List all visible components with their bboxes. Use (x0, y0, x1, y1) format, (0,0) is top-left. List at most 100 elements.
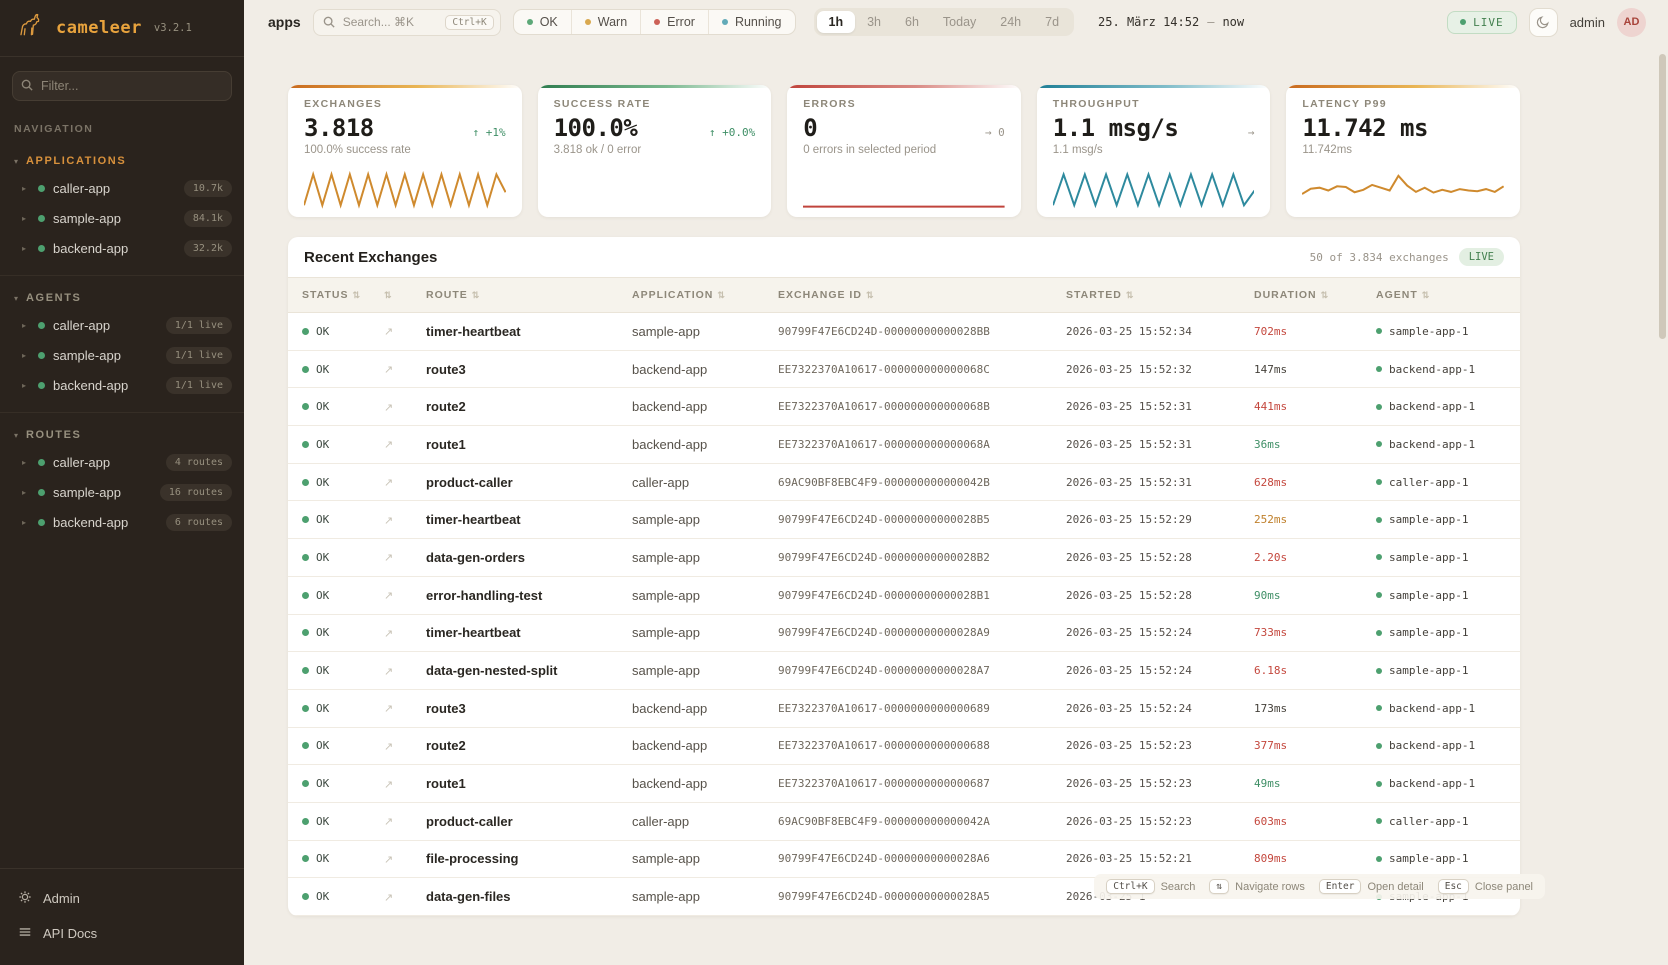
sidebar-item-sample-app[interactable]: ▸ sample-app 1/1 live (0, 340, 244, 370)
column-header-application[interactable]: APPLICATION ⇅ (632, 278, 778, 312)
column-header-route[interactable]: ROUTE ⇅ (426, 278, 632, 312)
status-text: OK (316, 437, 330, 451)
status-filter-running[interactable]: Running (709, 10, 795, 34)
table-row[interactable]: OK ↗ route3 backend-app EE7322370A10617-0000… (288, 690, 1520, 728)
open-cell[interactable]: ↗ (384, 775, 426, 793)
route-cell: data-gen-nested-split (426, 663, 558, 679)
time-range-7d[interactable]: 7d (1045, 15, 1060, 29)
application-cell: sample-app (632, 549, 700, 565)
status-cell: OK (288, 852, 384, 865)
metric-card-errors[interactable]: ERRORS 0 → 0 0 errors in selected period (787, 85, 1021, 217)
section-header[interactable]: ▾ AGENTS (0, 286, 244, 310)
time-range-1h[interactable]: 1h (816, 11, 856, 33)
metric-value-row: 0 → 0 (803, 114, 1005, 142)
metric-value: 11.742 ms (1302, 114, 1428, 142)
section-header[interactable]: ▾ APPLICATIONS (0, 149, 244, 173)
sidebar-item-admin[interactable]: Admin (0, 881, 244, 916)
table-row[interactable]: OK ↗ timer-heartbeat sample-app 90799F47E6CD… (288, 313, 1520, 351)
ok-dot (302, 704, 309, 712)
sidebar-item-backend-app[interactable]: ▸ backend-app 1/1 live (0, 370, 244, 400)
table-row[interactable]: OK ↗ route3 backend-app EE7322370A10617-0000… (288, 351, 1520, 389)
time-range-3h[interactable]: 3h (867, 15, 882, 29)
time-range-6h[interactable]: 6h (905, 15, 919, 29)
filter-input[interactable] (12, 71, 232, 101)
table-row[interactable]: OK ↗ route2 backend-app EE7322370A10617-0000… (288, 728, 1520, 766)
table-row[interactable]: OK ↗ route1 backend-app EE7322370A10617-0000… (288, 765, 1520, 803)
metric-card-exchanges[interactable]: EXCHANGES 3.818 ↑ +1% 100.0% success rate (288, 85, 522, 217)
open-cell[interactable]: ↗ (384, 888, 426, 906)
status-filter-label: OK (539, 15, 558, 29)
global-search[interactable]: Ctrl+K (312, 8, 501, 36)
metric-card-latency-p99[interactable]: LATENCY P99 11.742 ms 11.742ms (1286, 85, 1520, 217)
open-cell[interactable]: ↗ (384, 511, 426, 529)
sidebar-item-backend-app[interactable]: ▸ backend-app 6 routes (0, 507, 244, 537)
sidebar-item-sample-app[interactable]: ▸ sample-app 84.1k (0, 203, 244, 233)
open-cell[interactable]: ↗ (384, 473, 426, 491)
column-header-status[interactable]: STATUS ⇅ (288, 278, 384, 312)
open-cell[interactable]: ↗ (384, 398, 426, 416)
table-row[interactable]: OK ↗ timer-heartbeat sample-app 90799F47E6CD… (288, 615, 1520, 653)
open-cell[interactable]: ↗ (384, 737, 426, 755)
ok-dot (302, 591, 309, 599)
open-cell[interactable]: ↗ (384, 624, 426, 642)
table-row[interactable]: OK ↗ file-processing sample-app 90799F47E6CD… (288, 841, 1520, 879)
open-cell[interactable]: ↗ (384, 812, 426, 830)
time-range-24h[interactable]: 24h (1000, 15, 1022, 29)
live-toggle[interactable]: LIVE (1447, 10, 1517, 34)
scrollbar-thumb[interactable] (1659, 54, 1666, 339)
sidebar-item-sample-app[interactable]: ▸ sample-app 16 routes (0, 477, 244, 507)
status-dot (721, 19, 728, 25)
open-cell[interactable]: ↗ (384, 586, 426, 604)
table-row[interactable]: OK ↗ data-gen-nested-split sample-app 90799F… (288, 652, 1520, 690)
username: admin (1569, 14, 1605, 30)
column-header-duration[interactable]: DURATION ⇅ (1254, 278, 1376, 312)
open-cell[interactable]: ↗ (384, 699, 426, 717)
table-row[interactable]: OK ↗ product-caller caller-app 69AC90BF8EBC4… (288, 803, 1520, 841)
time-range-today[interactable]: Today (942, 15, 977, 29)
section-title: APPLICATIONS (26, 155, 127, 167)
sidebar-item-label: caller-app (53, 180, 111, 196)
column-header-agent[interactable]: AGENT ⇅ (1376, 278, 1520, 312)
avatar[interactable]: AD (1617, 7, 1646, 37)
open-cell[interactable]: ↗ (384, 360, 426, 378)
sidebar-item-caller-app[interactable]: ▸ caller-app 4 routes (0, 447, 244, 477)
column-header-exchange-id[interactable]: EXCHANGE ID ⇅ (778, 278, 1066, 312)
agent-dot (1376, 742, 1382, 749)
page-scrollbar[interactable] (1659, 48, 1666, 959)
status-filter-error[interactable]: Error (641, 10, 709, 34)
sidebar-item-caller-app[interactable]: ▸ caller-app 10.7k (0, 173, 244, 203)
open-cell[interactable]: ↗ (384, 435, 426, 453)
status-text: OK (316, 852, 330, 866)
status-filter-warn[interactable]: Warn (572, 10, 642, 34)
sidebar-item-caller-app[interactable]: ▸ caller-app 1/1 live (0, 310, 244, 340)
status-filter-ok[interactable]: OK (514, 10, 572, 34)
open-cell[interactable]: ↗ (384, 850, 426, 868)
status-filter-label: Error (667, 15, 695, 29)
column-header-open[interactable]: ⇅ (384, 278, 426, 312)
app-logo[interactable]: cameleer v3.2.1 (0, 0, 244, 57)
section-header[interactable]: ▾ ROUTES (0, 423, 244, 447)
open-cell[interactable]: ↗ (384, 548, 426, 566)
column-header-started[interactable]: STARTED ⇅ (1066, 278, 1254, 312)
exchange-id-cell: 90799F47E6CD24D-00000000000028A6 (778, 852, 990, 866)
metric-card-throughput[interactable]: THROUGHPUT 1.1 msg/s → 1.1 msg/s (1036, 85, 1271, 217)
sidebar-item-api-docs[interactable]: API Docs (0, 916, 244, 951)
sidebar-footer: Admin API Docs (0, 868, 244, 965)
application-cell: backend-app (632, 776, 708, 792)
table-row[interactable]: OK ↗ route2 backend-app EE7322370A10617-0000… (288, 388, 1520, 427)
open-cell[interactable]: ↗ (384, 322, 426, 340)
theme-toggle-button[interactable] (1528, 7, 1558, 37)
date-range[interactable]: 25. März 14:52 — now (1086, 15, 1256, 29)
started-cell: 2026-03-25 15:52:31 (1066, 437, 1192, 451)
metric-card-success-rate[interactable]: SUCCESS RATE 100.0% ↑ +0.0% 3.818 ok / 0 er… (537, 85, 772, 217)
table-row[interactable]: OK ↗ timer-heartbeat sample-app 90799F47E6CD… (288, 501, 1520, 540)
search-input[interactable] (342, 15, 438, 29)
table-row[interactable]: OK ↗ error-handling-test sample-app 90799F47… (288, 577, 1520, 615)
started-cell: 2026-03-25 15:52:23 (1066, 814, 1192, 828)
sidebar-item-backend-app[interactable]: ▸ backend-app 32.2k (0, 233, 244, 263)
metric-cards: EXCHANGES 3.818 ↑ +1% 100.0% success rate SU… (288, 85, 1520, 217)
table-row[interactable]: OK ↗ route1 backend-app EE7322370A10617-0000… (288, 426, 1520, 464)
table-row[interactable]: OK ↗ data-gen-orders sample-app 90799F47E6CD… (288, 539, 1520, 577)
open-cell[interactable]: ↗ (384, 662, 426, 680)
table-row[interactable]: OK ↗ product-caller caller-app 69AC90BF8EBC4… (288, 464, 1520, 502)
